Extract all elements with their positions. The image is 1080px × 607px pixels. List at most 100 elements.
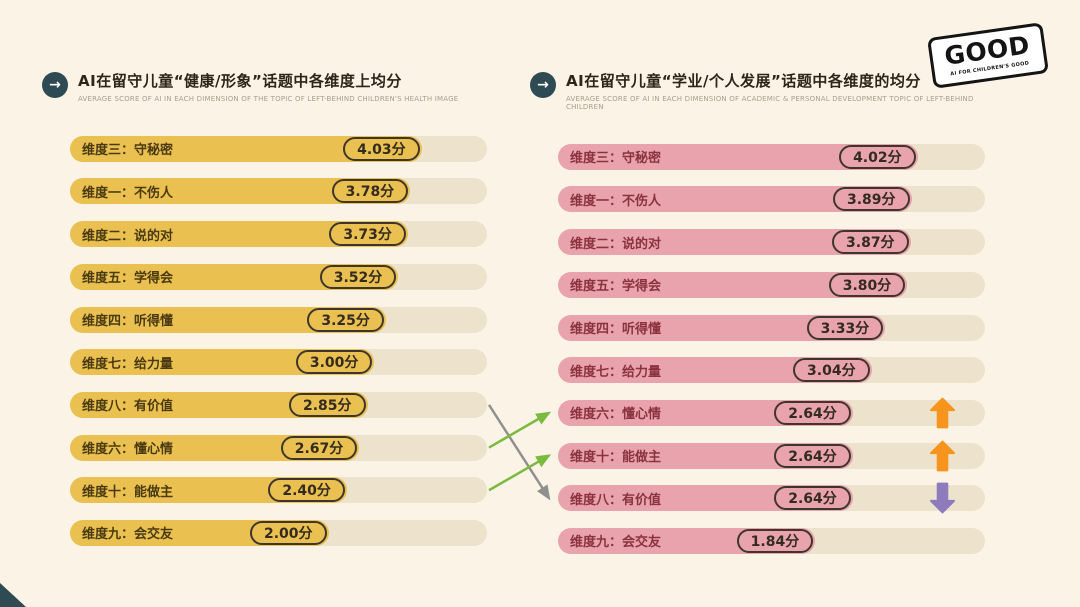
trend-up-arrow-icon [930,397,955,429]
bar: 维度七：给力量 3.00分 [70,349,375,376]
score-badge: 3.52分 [319,264,397,289]
bar: 维度三：守秘密 4.03分 [70,135,422,162]
bar-row: 维度九：会交友 1.84分 [558,527,985,554]
score-badge: 3.87分 [832,230,909,255]
bar: 维度九：会交友 2.00分 [70,519,329,546]
bar-label: 维度八：有价值 [82,399,174,415]
chart-header: → AI在留守儿童“健康/形象”话题中各维度上均分 AVERAGE SCORE … [42,72,487,103]
bar: 维度一：不伤人 3.78分 [70,178,411,205]
rank-change-line [488,454,552,492]
bar-label: 维度五：学得会 [82,271,174,287]
bar-row: 维度八：有价值 2.64分 [558,482,985,514]
bar: 维度六：懂心情 2.64分 [558,399,853,426]
bar-row: 维度六：懂心情 2.67分 [70,434,487,461]
bar-row: 维度二：说的对 3.73分 [70,221,487,248]
score-badge: 3.80分 [828,272,906,297]
bar-row: 维度七：给力量 3.00分 [70,349,487,376]
bar-row: 维度三：守秘密 4.02分 [558,143,985,170]
bar-rows: 维度三：守秘密 4.02分维度一：不伤人 3.89分维度二：说的对 3.87分维度五：… [558,143,985,554]
bar-label: 维度五：学得会 [570,279,662,295]
bar-row: 维度十：能做主 2.40分 [70,477,487,504]
bar: 维度二：说的对 3.73分 [70,221,408,248]
bar-label: 维度四：听得懂 [82,314,174,329]
bar-row: 维度五：学得会 3.80分 [558,271,985,298]
score-badge: 4.02分 [839,144,916,169]
chart-header: → AI在留守儿童“学业/个人发展”话题中各维度的均分 AVERAGE SCOR… [530,72,985,111]
bar: 维度二：说的对 3.87分 [558,229,911,256]
arrow-right-circle-icon: → [42,72,68,98]
score-badge: 3.78分 [331,179,409,204]
score-badge: 3.25分 [307,307,384,332]
trend-up-arrow-icon [930,440,955,471]
score-badge: 3.73分 [329,222,406,247]
bar: 维度八：有价值 2.85分 [70,391,368,418]
score-badge: 2.64分 [774,400,851,425]
score-badge: 3.89分 [832,187,910,212]
score-badge: 3.00分 [295,350,373,375]
bar-rows: 维度三：守秘密 4.03分 维度一：不伤人 3.78分维度二：说的对 3.73分维度五：… [70,135,487,546]
bar-row: 维度六：懂心情 2.64分 [558,397,985,429]
bar-row: 维度四：听得懂 3.25分 [70,306,487,333]
bar-row: 维度七：给力量 3.04分 [558,357,985,384]
score-badge: 2.00分 [249,520,327,545]
score-badge: 1.84分 [736,528,814,553]
bar-label: 维度二：说的对 [82,228,174,244]
bar: 维度五：学得会 3.80分 [558,271,908,298]
bar-label: 维度七：给力量 [82,356,174,372]
bar-row: 维度一：不伤人 3.78分 [70,178,487,205]
bar: 维度一：不伤人 3.89分 [558,186,912,213]
bar-label: 维度十：能做主 [82,484,174,500]
bar-label: 维度八：有价值 [570,492,662,508]
bar-row: 维度九：会交友 2.00分 [70,519,487,546]
bar: 维度四：听得懂 3.25分 [70,306,386,333]
bar: 维度七：给力量 3.04分 [558,357,872,384]
corner-decoration-icon [0,583,26,607]
bar: 维度六：懂心情 2.67分 [70,434,360,461]
score-badge: 2.64分 [774,443,851,468]
rank-change-line [488,411,552,449]
bar: 维度十：能做主 2.64分 [558,442,853,469]
score-badge: 4.03分 [343,136,420,161]
chart-title: AI在留守儿童“学业/个人发展”话题中各维度的均分 [566,72,921,90]
bar-label: 维度九：会交友 [570,535,662,551]
bar-row: 维度五：学得会 3.52分 [70,263,487,290]
bar: 维度十：能做主 2.40分 [70,477,347,504]
chart-subtitle: AVERAGE SCORE OF AI IN EACH DIMENSION OF… [566,94,974,111]
bar-row: 维度一：不伤人 3.89分 [558,186,985,213]
score-badge: 2.64分 [774,486,851,511]
bar-row: 维度三：守秘密 4.03分 [70,135,487,162]
chart-academic-development: → AI在留守儿童“学业/个人发展”话题中各维度的均分 AVERAGE SCOR… [530,72,985,571]
bar-label: 维度十：能做主 [570,450,662,466]
score-badge: 2.40分 [268,478,345,503]
bar: 维度四：听得懂 3.33分 [558,314,886,341]
chart-titles: AI在留守儿童“学业/个人发展”话题中各维度的均分 AVERAGE SCORE … [566,72,985,111]
chart-subtitle: AVERAGE SCORE OF AI IN EACH DIMENSION OF… [78,94,459,103]
bar-row: 维度十：能做主 2.64分 [558,440,985,471]
bar: 维度八：有价值 2.64分 [558,485,853,512]
bar-label: 维度三：守秘密 [570,151,662,167]
chart-titles: AI在留守儿童“健康/形象”话题中各维度上均分 AVERAGE SCORE OF… [78,72,458,103]
bar-label: 维度一：不伤人 [570,193,662,209]
bar-label: 维度二：说的对 [570,236,662,252]
bar: 维度三：守秘密 4.02分 [558,143,918,170]
good-logo: GOOD AI FOR CHILDREN'S GOOD [927,22,1049,89]
bar-label: 维度六：懂心情 [82,442,174,458]
rank-change-line [487,404,551,501]
score-badge: 3.04分 [793,358,870,383]
bar-label: 维度六：懂心情 [570,407,662,423]
score-badge: 3.33分 [806,315,884,340]
bar-label: 维度四：听得懂 [570,322,662,337]
rank-change-arrows [487,404,552,501]
score-badge: 2.67分 [280,435,358,460]
chart-title: AI在留守儿童“健康/形象”话题中各维度上均分 [78,72,402,90]
bar-label: 维度七：给力量 [570,364,662,380]
chart-health-image: → AI在留守儿童“健康/形象”话题中各维度上均分 AVERAGE SCORE … [42,72,487,563]
arrow-right-circle-icon: → [530,72,556,98]
bar-label: 维度九：会交友 [82,527,174,543]
bar-row: 维度二：说的对 3.87分 [558,229,985,256]
score-badge: 2.85分 [288,392,366,417]
trend-down-arrow-icon [930,482,955,514]
bar: 维度五：学得会 3.52分 [70,263,399,290]
bar-row: 维度四：听得懂 3.33分 [558,314,985,341]
bar: 维度九：会交友 1.84分 [558,527,816,554]
